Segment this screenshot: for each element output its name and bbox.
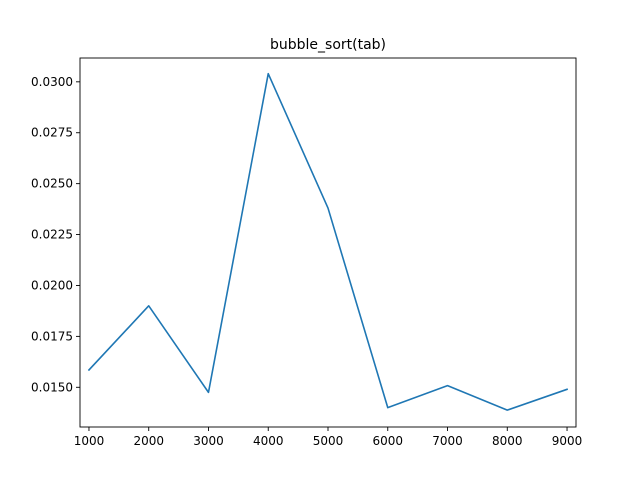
x-tick-label: 3000: [193, 434, 224, 448]
y-tick-label: 0.0175: [31, 329, 73, 343]
x-tick-label: 9000: [552, 434, 583, 448]
y-tick-label: 0.0200: [31, 278, 73, 292]
y-tick-label: 0.0275: [31, 126, 73, 140]
plot-area-frame: [79, 57, 577, 428]
x-tick-label: 8000: [492, 434, 523, 448]
y-tick-label: 0.0225: [31, 228, 73, 242]
x-tick-label: 7000: [432, 434, 463, 448]
x-axis: 1000 2000 3000 4000 5000 6000 7000 8000 9000: [74, 427, 583, 448]
x-tick-label: 4000: [253, 434, 284, 448]
chart-title: bubble_sort(tab): [270, 37, 386, 53]
y-tick-label: 0.0250: [31, 177, 73, 191]
series-line: [87, 72, 569, 411]
x-tick-label: 1000: [74, 434, 105, 448]
y-tick-label: 0.0150: [31, 380, 73, 394]
y-tick-label: 0.0300: [31, 75, 73, 89]
x-tick-label: 2000: [133, 434, 164, 448]
x-tick-label: 6000: [372, 434, 403, 448]
series-group: [87, 72, 569, 411]
y-axis: 0.0150 0.0175 0.0200 0.0225 0.0250 0.0275 0.03…: [31, 75, 80, 394]
x-tick-label: 5000: [313, 434, 344, 448]
